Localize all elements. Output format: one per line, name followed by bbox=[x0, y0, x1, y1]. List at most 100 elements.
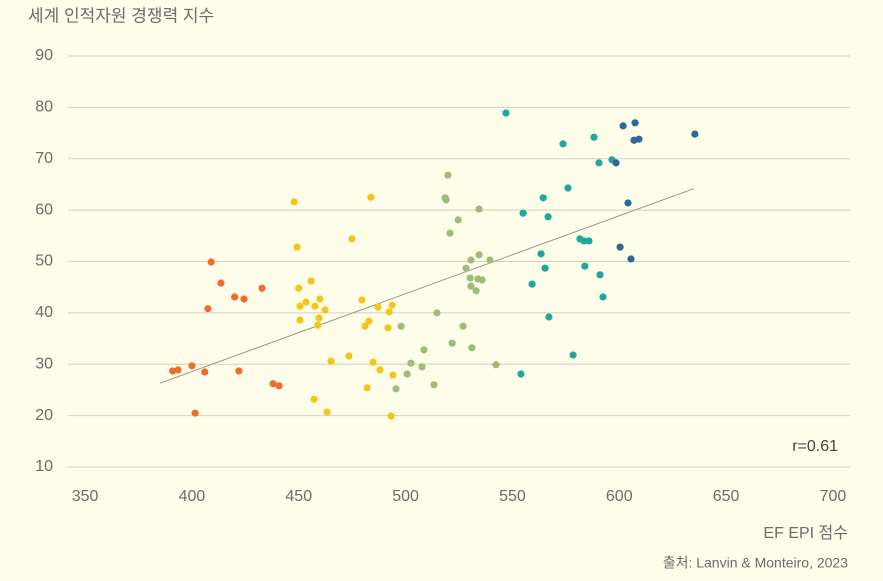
point bbox=[418, 363, 426, 371]
point bbox=[217, 279, 225, 287]
point bbox=[616, 243, 624, 251]
point bbox=[310, 395, 318, 403]
point bbox=[619, 122, 627, 130]
x-tick-label: 500 bbox=[392, 488, 419, 505]
point bbox=[358, 296, 366, 304]
point bbox=[204, 305, 212, 313]
y-tick-label: 80 bbox=[35, 99, 53, 116]
point bbox=[376, 366, 384, 374]
point bbox=[174, 366, 182, 374]
point bbox=[240, 295, 248, 303]
point bbox=[314, 321, 322, 329]
point bbox=[363, 384, 371, 392]
point bbox=[387, 412, 395, 420]
point bbox=[311, 302, 319, 310]
point bbox=[472, 287, 480, 295]
point bbox=[612, 159, 620, 167]
point bbox=[595, 159, 603, 167]
point bbox=[624, 199, 632, 207]
point bbox=[420, 346, 428, 354]
point bbox=[448, 339, 456, 347]
x-tick-label: 350 bbox=[72, 488, 99, 505]
point bbox=[403, 370, 411, 378]
point bbox=[302, 298, 310, 306]
point bbox=[275, 382, 283, 390]
point bbox=[327, 357, 335, 365]
point bbox=[323, 408, 331, 416]
point bbox=[384, 324, 392, 332]
point bbox=[188, 362, 196, 370]
point bbox=[519, 209, 527, 217]
point bbox=[201, 368, 209, 376]
x-tick-label: 600 bbox=[606, 488, 633, 505]
point bbox=[442, 196, 450, 204]
y-tick-label: 20 bbox=[35, 407, 53, 424]
trend-line bbox=[159, 188, 695, 384]
point bbox=[466, 274, 474, 282]
point bbox=[454, 216, 462, 224]
point bbox=[207, 258, 215, 266]
y-tick-label: 60 bbox=[35, 201, 53, 218]
point bbox=[430, 381, 438, 389]
point bbox=[231, 293, 239, 301]
point bbox=[541, 264, 549, 272]
point bbox=[296, 316, 304, 324]
point bbox=[316, 295, 324, 303]
point bbox=[478, 276, 486, 284]
point bbox=[569, 351, 577, 359]
point bbox=[397, 322, 405, 330]
point bbox=[492, 361, 500, 369]
point bbox=[581, 262, 589, 270]
point bbox=[296, 302, 304, 310]
source: 출처: Lanvin & Monteiro, 2023 bbox=[663, 555, 849, 571]
x-tick-label: 450 bbox=[285, 488, 312, 505]
y-tick-label: 10 bbox=[35, 458, 53, 475]
point bbox=[392, 385, 400, 393]
point bbox=[691, 130, 699, 138]
point bbox=[258, 284, 266, 292]
point bbox=[528, 280, 536, 288]
point bbox=[290, 198, 298, 206]
point bbox=[559, 140, 567, 148]
point bbox=[321, 306, 329, 314]
annotation: r=0.61 bbox=[792, 438, 838, 455]
point bbox=[293, 243, 301, 251]
point bbox=[631, 119, 639, 127]
point bbox=[459, 322, 467, 330]
y-tick-label: 90 bbox=[35, 47, 53, 64]
point bbox=[537, 250, 545, 258]
y-tick-label: 50 bbox=[35, 253, 53, 270]
point bbox=[269, 380, 277, 388]
point bbox=[545, 313, 553, 321]
point bbox=[367, 193, 375, 201]
point bbox=[486, 256, 494, 264]
point bbox=[235, 367, 243, 375]
point bbox=[348, 235, 356, 243]
point bbox=[374, 303, 382, 311]
point bbox=[389, 371, 397, 379]
point bbox=[539, 194, 547, 202]
point bbox=[433, 309, 441, 317]
point bbox=[596, 271, 604, 279]
x-tick-label: 400 bbox=[179, 488, 206, 505]
point bbox=[315, 314, 323, 322]
point bbox=[345, 352, 353, 360]
point bbox=[369, 358, 377, 366]
point bbox=[590, 133, 598, 141]
point bbox=[307, 277, 315, 285]
point bbox=[475, 205, 483, 213]
y-tick-label: 40 bbox=[35, 304, 53, 321]
point bbox=[169, 367, 177, 375]
chart-title: 세계 인적자원 경쟁력 지수 bbox=[28, 6, 214, 25]
point bbox=[462, 264, 470, 272]
point bbox=[295, 284, 303, 292]
point bbox=[468, 344, 476, 352]
point bbox=[361, 322, 369, 330]
point bbox=[517, 370, 525, 378]
point bbox=[467, 282, 475, 290]
point bbox=[564, 184, 572, 192]
point bbox=[475, 251, 483, 259]
x-tick-label: 700 bbox=[820, 488, 847, 505]
point bbox=[385, 308, 393, 316]
x-tick-label: 650 bbox=[713, 488, 740, 505]
